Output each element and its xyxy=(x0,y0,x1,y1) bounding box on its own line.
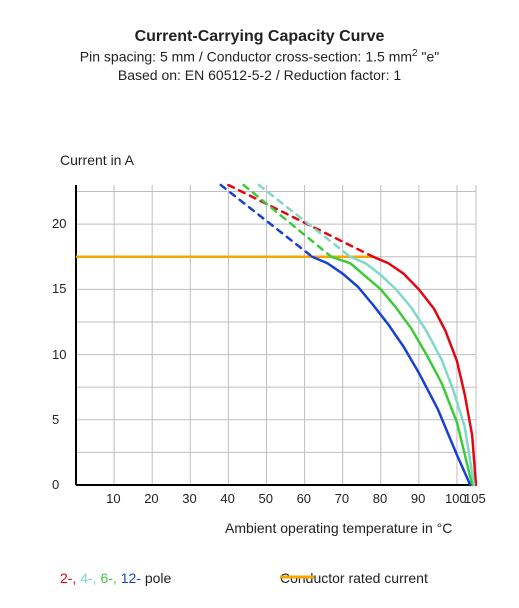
legend-item: 12- xyxy=(121,570,145,586)
x-tick-label: 105 xyxy=(464,491,486,506)
legend-item: 4-, xyxy=(80,570,100,586)
x-tick-label: 50 xyxy=(258,491,272,506)
x-axis-title: Ambient operating temperature in °C xyxy=(225,520,452,536)
legend-suffix: pole xyxy=(145,570,171,586)
legend-item: 2-, xyxy=(60,570,80,586)
x-tick-label: 90 xyxy=(411,491,425,506)
legend-poles: 2-, 4-, 6-, 12- pole xyxy=(60,570,171,586)
y-tick-label: 5 xyxy=(52,412,59,427)
legend-rated: Conductor rated current xyxy=(280,570,428,586)
y-tick-label: 20 xyxy=(52,216,66,231)
x-tick-label: 10 xyxy=(106,491,120,506)
legend-swatch-icon xyxy=(280,570,314,584)
x-tick-label: 20 xyxy=(144,491,158,506)
x-tick-label: 30 xyxy=(182,491,196,506)
y-tick-label: 15 xyxy=(52,281,66,296)
x-tick-label: 40 xyxy=(220,491,234,506)
x-tick-label: 80 xyxy=(373,491,387,506)
x-tick-label: 60 xyxy=(297,491,311,506)
y-tick-label: 0 xyxy=(52,477,59,492)
x-tick-label: 70 xyxy=(335,491,349,506)
y-tick-label: 10 xyxy=(52,347,66,362)
chart-page: Current-Carrying Capacity Curve Pin spac… xyxy=(0,0,519,608)
legend-item: 6-, xyxy=(100,570,120,586)
chart-plot xyxy=(0,0,519,608)
